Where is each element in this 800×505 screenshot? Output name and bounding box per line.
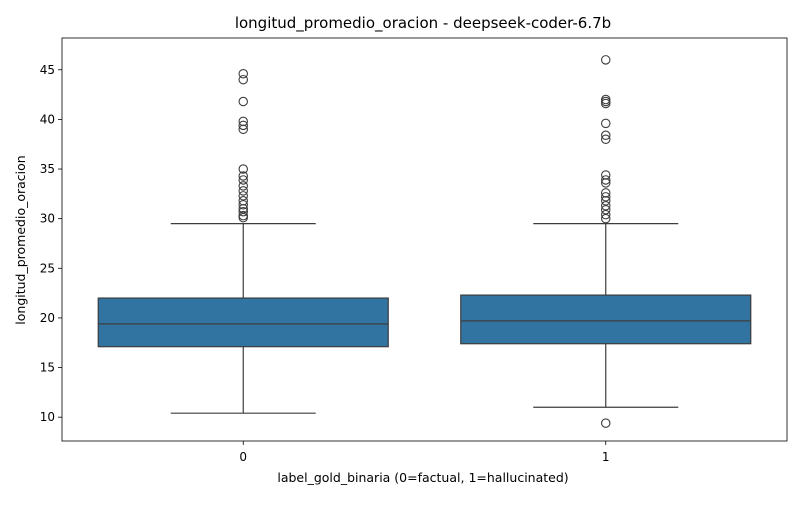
x-tick-label: 1	[602, 450, 610, 464]
outlier-point	[600, 192, 611, 202]
box-1	[460, 294, 752, 345]
plot-frame	[61, 37, 788, 442]
outlier-point	[238, 120, 249, 131]
outlier-point	[600, 170, 611, 180]
outlier-point	[238, 164, 249, 174]
outlier-point	[238, 186, 249, 196]
y-tick-label: 30	[40, 212, 55, 226]
outlier-point	[600, 96, 611, 107]
y-tick-label: 35	[40, 162, 55, 176]
box-group-0	[97, 68, 389, 414]
outlier-point	[238, 196, 249, 206]
outlier-point	[238, 181, 249, 191]
outlier-point	[238, 68, 249, 79]
outlier-point	[600, 134, 611, 144]
box-group-1	[460, 55, 752, 428]
x-axis-label: label_gold_binaria (0=factual, 1=halluci…	[277, 470, 568, 485]
outlier-point	[600, 130, 611, 141]
y-tick-label: 25	[40, 261, 55, 275]
box-0	[97, 297, 389, 348]
chart-title: longitud_promedio_oracion - deepseek-cod…	[235, 14, 611, 33]
outlier-point	[238, 175, 249, 185]
outlier-point	[600, 175, 611, 185]
outlier-point	[600, 118, 611, 129]
outlier-point	[238, 206, 249, 217]
y-tick-label: 15	[40, 361, 55, 375]
y-axis: 10 15 20 25 30 35 40 45	[40, 63, 62, 424]
outlier-point	[238, 171, 249, 181]
y-tick-label: 45	[40, 63, 55, 77]
outlier-point	[600, 55, 611, 65]
outlier-point	[238, 96, 249, 107]
y-tick-label: 40	[40, 112, 55, 126]
x-tick-label: 0	[239, 450, 247, 464]
y-tick-label: 20	[40, 311, 55, 325]
outlier-point	[238, 191, 249, 201]
plot-area	[97, 55, 752, 428]
y-tick-label: 10	[40, 410, 55, 424]
outlier-point	[600, 188, 611, 198]
outlier-point	[238, 74, 249, 85]
outlier-point	[600, 94, 611, 105]
outlier-point	[600, 418, 611, 428]
outlier-point	[238, 116, 249, 127]
outlier-point	[238, 210, 249, 221]
y-axis-label: longitud_promedio_oracion	[13, 155, 28, 324]
